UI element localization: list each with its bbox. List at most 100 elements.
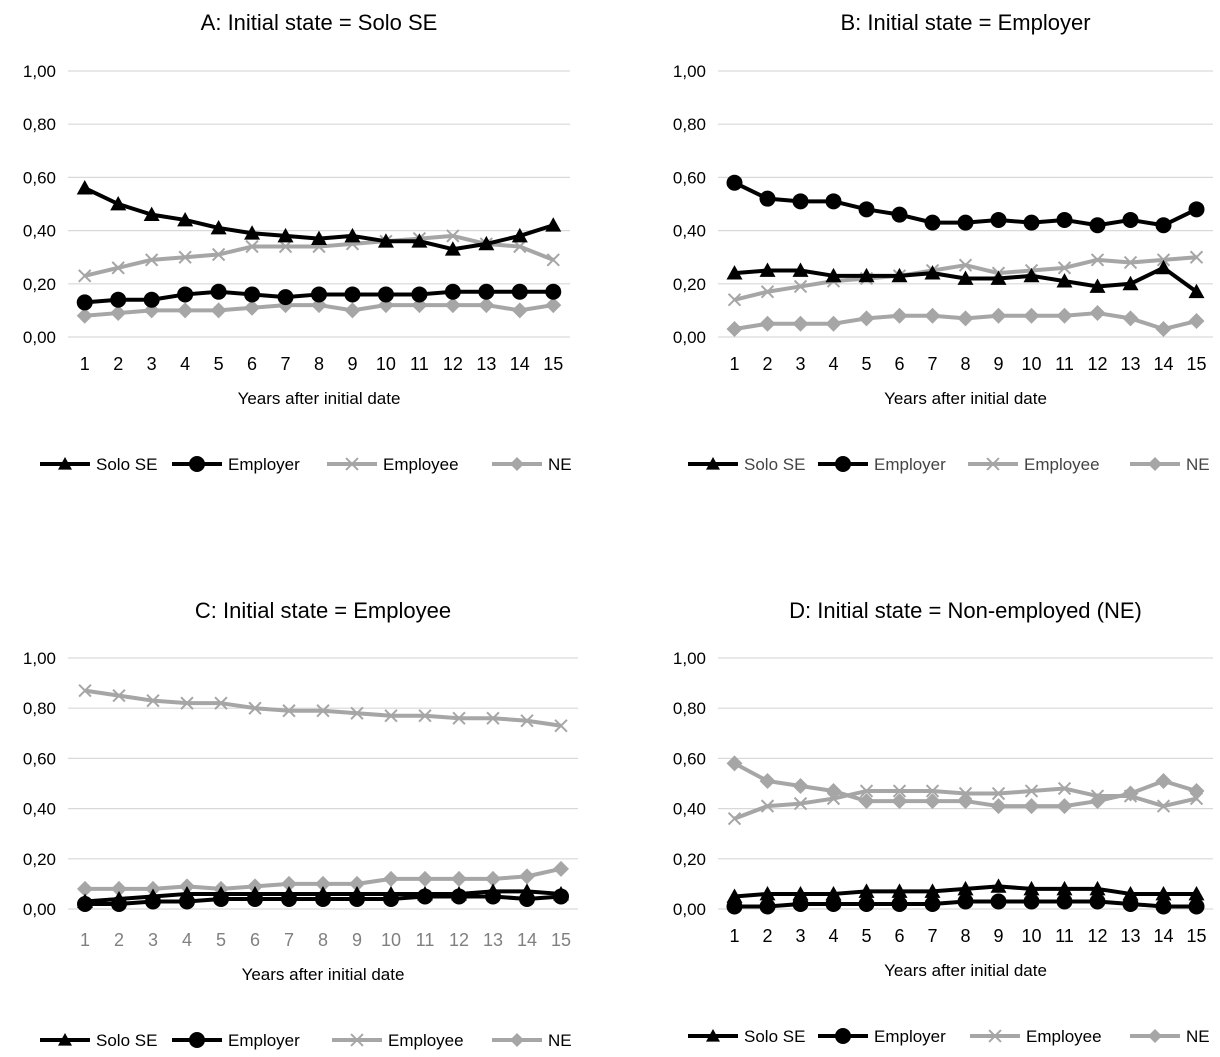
legend-label: Employee — [383, 455, 459, 474]
data-point — [444, 297, 461, 314]
data-point — [519, 883, 535, 898]
data-point — [957, 310, 974, 327]
data-point — [759, 262, 776, 277]
legend-item: NE — [492, 455, 572, 474]
x-axis-label: Years after initial date — [884, 961, 1047, 980]
data-point — [1089, 893, 1106, 910]
data-point — [545, 217, 562, 232]
series-employer — [76, 283, 562, 311]
data-point — [143, 291, 160, 308]
data-point — [958, 258, 973, 272]
legend-label: Employee — [388, 1031, 464, 1050]
x-tick-label: 12 — [1087, 354, 1107, 374]
legend-item: Employee — [970, 1027, 1102, 1046]
data-point — [924, 214, 941, 231]
x-tick-label: 15 — [543, 354, 563, 374]
chart-panel-b: B: Initial state = Employer 0,00 0,20 0,40 0… — [673, 10, 1213, 474]
y-tick-label: 0,60 — [673, 749, 706, 768]
legend-marker — [986, 457, 1000, 471]
legend-marker — [1148, 1029, 1162, 1043]
data-point — [990, 893, 1007, 910]
legend-marker — [706, 1029, 720, 1042]
data-point — [111, 890, 127, 906]
x-tick-label: 5 — [861, 354, 871, 374]
data-point — [350, 706, 364, 720]
series-ne — [726, 755, 1205, 815]
x-axis-label: Years after initial date — [242, 965, 405, 984]
legend-marker — [510, 457, 524, 471]
legend-item: Employee — [968, 455, 1100, 474]
data-point — [991, 786, 1006, 801]
x-tick-label: 14 — [1153, 926, 1173, 946]
data-point — [545, 297, 562, 314]
data-point — [214, 696, 228, 710]
x-tick-label: 14 — [510, 354, 530, 374]
y-tick-label: 0,00 — [673, 328, 706, 347]
data-point — [759, 898, 776, 915]
legend-marker — [58, 1033, 72, 1046]
data-point — [891, 895, 908, 912]
y-tick-label: 0,80 — [673, 115, 706, 134]
data-point — [957, 880, 974, 896]
legend-label: Employee — [1026, 1027, 1102, 1046]
legend-marker — [706, 457, 720, 470]
data-point — [145, 253, 159, 267]
data-point — [858, 883, 875, 898]
x-tick-label: 10 — [381, 930, 401, 950]
x-tick-label: 14 — [1153, 354, 1173, 374]
x-tick-label: 15 — [1186, 354, 1206, 374]
data-point — [554, 719, 568, 733]
data-point — [1122, 275, 1139, 291]
data-point — [281, 885, 297, 901]
data-point — [180, 696, 194, 710]
data-point — [957, 214, 974, 231]
x-tick-label: 15 — [551, 930, 571, 950]
data-point — [990, 307, 1007, 324]
data-point — [891, 267, 908, 283]
series-ne — [76, 297, 562, 324]
legend-item: NE — [492, 1031, 572, 1050]
data-point — [1057, 261, 1072, 275]
data-point — [726, 888, 743, 903]
x-tick-label: 15 — [1186, 926, 1206, 946]
y-tick-label: 0,20 — [673, 275, 706, 294]
x-tick-label: 7 — [281, 354, 291, 374]
data-point — [1056, 798, 1073, 815]
data-point — [793, 279, 808, 294]
x-tick-label: 9 — [993, 926, 1003, 946]
data-point — [78, 683, 92, 698]
data-point — [1024, 784, 1039, 798]
series-employee — [78, 683, 568, 733]
data-point — [957, 270, 974, 285]
data-point — [726, 755, 743, 772]
data-point — [1156, 799, 1171, 813]
y-tick-label: 0,00 — [673, 900, 706, 919]
x-tick-label: 3 — [795, 926, 805, 946]
data-point — [1155, 321, 1172, 338]
data-point — [110, 305, 127, 322]
data-point — [519, 868, 535, 885]
data-point — [925, 784, 940, 798]
y-tick-label: 0,20 — [23, 850, 56, 869]
data-point — [990, 878, 1007, 893]
legend-label: Solo SE — [96, 1031, 157, 1050]
data-point — [891, 883, 908, 898]
y-tick-label: 0,80 — [23, 699, 56, 718]
data-point — [177, 302, 194, 319]
legend-item: Employer — [172, 455, 300, 474]
x-tick-label: 10 — [376, 354, 396, 374]
data-point — [825, 315, 842, 332]
data-point — [957, 893, 974, 910]
data-point — [1122, 211, 1139, 228]
legend-label: Solo SE — [744, 455, 805, 474]
legend-item: Solo SE — [40, 1031, 157, 1050]
y-tick-label: 0,00 — [23, 900, 56, 919]
legend: Solo SE Employer Employee NE — [40, 1031, 572, 1050]
x-tick-label: 9 — [347, 354, 357, 374]
x-tick-label: 1 — [80, 930, 90, 950]
data-point — [77, 893, 93, 908]
y-tick-label: 0,00 — [23, 328, 56, 347]
x-tick-label: 2 — [762, 926, 772, 946]
data-point — [1189, 250, 1204, 264]
data-point — [478, 235, 495, 251]
